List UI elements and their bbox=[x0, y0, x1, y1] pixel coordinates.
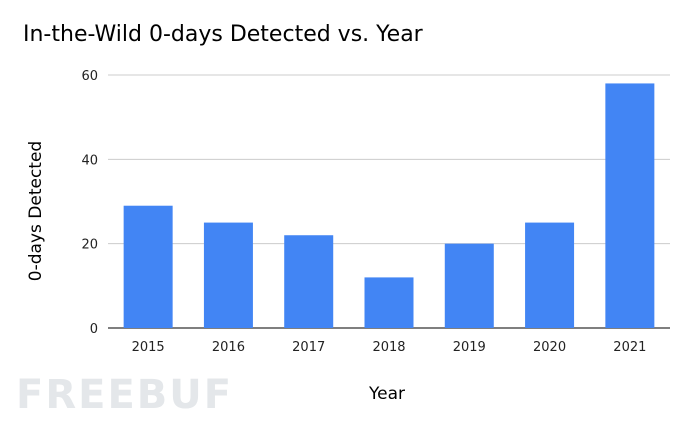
x-tick-label: 2021 bbox=[613, 340, 646, 355]
y-tick-label: 0 bbox=[90, 322, 98, 337]
bar-2015 bbox=[123, 205, 173, 328]
bar-2019 bbox=[444, 243, 494, 328]
x-tick-label: 2018 bbox=[372, 340, 405, 355]
bar-2018 bbox=[364, 277, 414, 328]
x-tick-label: 2020 bbox=[533, 340, 566, 355]
watermark-text: FREEBUF bbox=[16, 372, 234, 418]
y-axis-title: 0-days Detected bbox=[26, 141, 46, 281]
x-axis-title: Year bbox=[368, 384, 405, 404]
y-tick-label: 60 bbox=[81, 69, 98, 84]
bar-2016 bbox=[203, 222, 253, 328]
y-axis-ticks: 0 20 40 60 bbox=[81, 69, 98, 337]
gridlines bbox=[108, 74, 670, 329]
x-tick-label: 2015 bbox=[132, 340, 165, 355]
watermark-logo: FREEBUF bbox=[16, 372, 233, 418]
y-tick-label: 40 bbox=[81, 153, 98, 168]
y-tick-label: 20 bbox=[81, 238, 98, 253]
x-tick-label: 2019 bbox=[453, 340, 486, 355]
bars bbox=[123, 83, 655, 328]
x-tick-label: 2016 bbox=[212, 340, 245, 355]
bar-2020 bbox=[525, 222, 575, 328]
bar-2021 bbox=[605, 83, 655, 328]
x-axis-ticks: 2015 2016 2017 2018 2019 2020 2021 bbox=[132, 340, 647, 355]
chart-title: In-the-Wild 0-days Detected vs. Year bbox=[23, 22, 423, 47]
x-tick-label: 2017 bbox=[292, 340, 325, 355]
bar-2017 bbox=[284, 235, 334, 328]
